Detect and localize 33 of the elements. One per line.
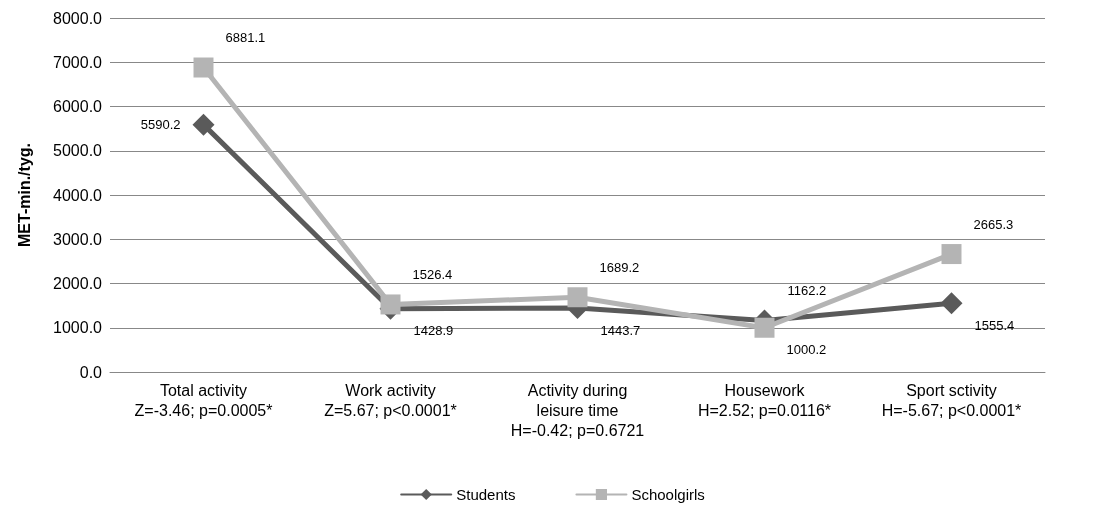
data-label: 1555.4 [974, 317, 1015, 333]
data-label: 1428.9 [413, 323, 454, 339]
x-tick-label: Total activity Z=-3.46; p=0.0005* [134, 381, 273, 419]
y-tick-label: 8000.0 [53, 9, 103, 27]
x-tick-label: Activity during leisure time H=-0.42; p=0.6721 [510, 381, 645, 439]
y-axis-title: MET-min./tyg. [15, 143, 33, 247]
data-label: 1526.4 [412, 266, 453, 282]
data-label: 5590.2 [140, 117, 181, 133]
point [754, 317, 775, 338]
data-label: 6881.1 [225, 30, 266, 46]
legend-label: Schoolgirls [631, 486, 705, 503]
data-label: 1443.7 [600, 322, 641, 338]
y-tick-label: 1000.0 [53, 319, 103, 337]
y-tick-label: 2000.0 [53, 275, 103, 292]
data-label: 1689.2 [599, 259, 640, 275]
x-tick-label: Housework H=2.52; p=0.0116* [697, 381, 832, 419]
y-tick-label: 0.0 [79, 363, 103, 381]
x-tick-label: Sport sctivity H=-5.67; p<0.0001* [881, 381, 1022, 419]
point [567, 287, 588, 308]
point [940, 292, 963, 315]
x-tick-label: Work activity Z=5.67; p<0.0001* [324, 381, 457, 419]
point [193, 57, 214, 78]
point [941, 244, 962, 265]
y-tick-label: 6000.0 [53, 98, 103, 115]
data-label: 2665.3 [973, 216, 1014, 232]
y-tick-label: 3000.0 [53, 230, 103, 248]
data-label: 1000.2 [786, 342, 827, 358]
y-tick-label: 7000.0 [53, 53, 103, 71]
legend-label: Students [456, 486, 516, 503]
y-tick-label: 5000.0 [53, 142, 103, 160]
data-label: 1162.2 [787, 283, 827, 299]
y-tick-label: 4000.0 [53, 186, 103, 204]
point [192, 113, 215, 136]
